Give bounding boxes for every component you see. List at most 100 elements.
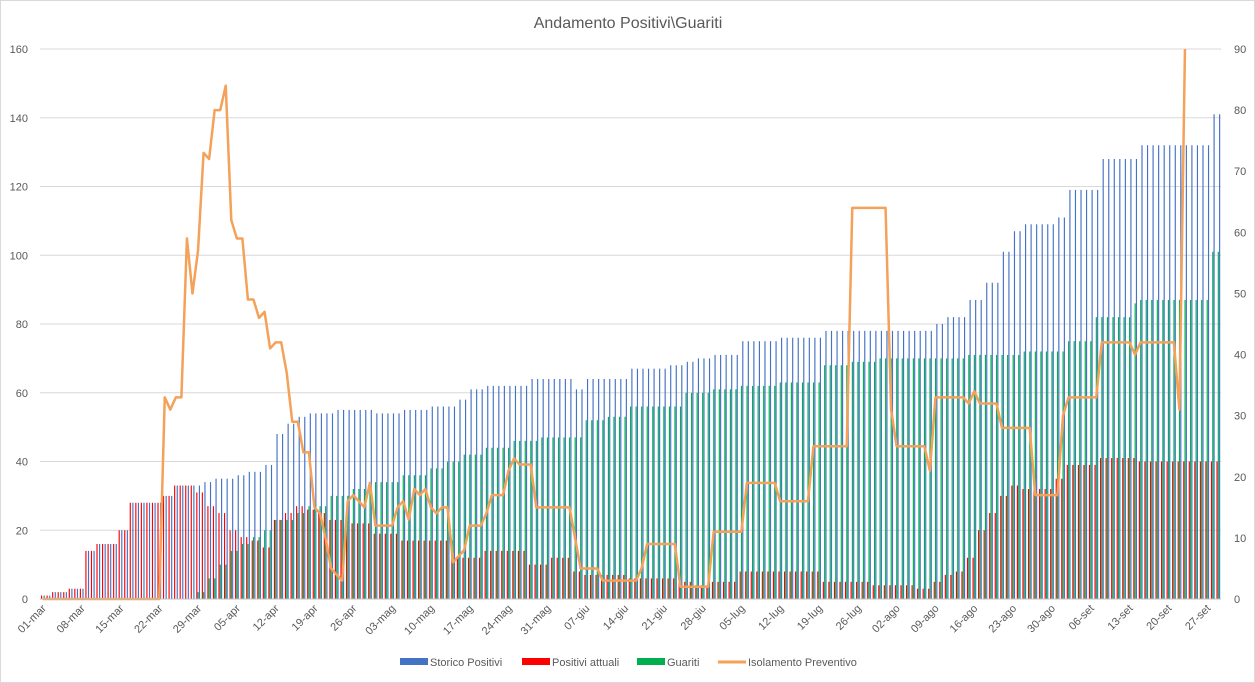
bar-storico: [631, 368, 633, 599]
bar-storico: [204, 482, 206, 600]
bar-positivi: [878, 585, 880, 599]
bar-positivi: [1138, 461, 1140, 599]
bar-positivi: [523, 550, 525, 600]
bar-storico: [420, 409, 422, 599]
bar-positivi: [1161, 461, 1163, 599]
bar-positivi: [373, 533, 375, 599]
bar-storico: [326, 413, 328, 600]
bar-positivi: [700, 585, 702, 599]
bar-positivi: [911, 585, 913, 599]
bar-positivi: [1172, 461, 1174, 599]
legend-label: Storico Positivi: [430, 657, 502, 669]
bar-guariti: [530, 440, 532, 600]
bar-storico: [337, 409, 339, 599]
bar-positivi: [789, 571, 791, 599]
bar-storico: [725, 354, 727, 599]
y-tick-label: 60: [16, 388, 28, 400]
bar-storico: [819, 337, 821, 599]
bar-positivi: [739, 571, 741, 599]
bar-storico: [1102, 159, 1104, 599]
bar-storico: [614, 379, 616, 599]
bar-positivi: [479, 557, 481, 599]
bar-guariti: [585, 420, 587, 599]
bar-storico: [43, 595, 45, 599]
bar-storico: [847, 330, 849, 600]
bar-guariti: [752, 385, 754, 600]
bar-positivi: [218, 513, 220, 599]
bar-storico: [797, 337, 799, 599]
bar-storico: [842, 330, 844, 600]
bar-guariti: [535, 440, 537, 600]
bar-storico: [1158, 145, 1160, 599]
bar-guariti: [818, 382, 820, 599]
bar-positivi: [695, 585, 697, 599]
bar-storico: [115, 544, 117, 599]
bar-storico: [1207, 145, 1210, 599]
bar-storico: [592, 379, 594, 599]
bar-guariti: [801, 382, 804, 599]
bar-positivi: [434, 540, 436, 599]
bar-guariti: [269, 530, 271, 599]
bar-guariti: [718, 389, 720, 599]
bar-guariti: [995, 354, 998, 599]
bar-positivi: [318, 513, 320, 599]
bar-guariti: [369, 489, 371, 599]
y2-tick-label: 50: [1234, 288, 1246, 300]
bar-storico: [681, 365, 683, 599]
y2-tick-label: 20: [1234, 472, 1246, 484]
bar-storico: [559, 379, 561, 599]
bar-guariti: [1095, 317, 1097, 600]
bar-storico: [869, 330, 871, 600]
bar-positivi: [1105, 458, 1107, 599]
bar-storico: [226, 478, 228, 599]
bar-positivi: [279, 519, 281, 599]
legend-swatch: [522, 658, 550, 665]
bar-storico: [980, 299, 982, 599]
bar-positivi: [883, 585, 885, 599]
y-tick-label: 40: [16, 457, 28, 469]
bar-positivi: [246, 537, 248, 600]
bar-positivi: [140, 502, 142, 599]
bar-positivi: [1072, 464, 1074, 599]
bar-guariti: [663, 406, 665, 599]
bar-storico: [376, 413, 378, 600]
bar-positivi: [944, 574, 946, 599]
bar-guariti: [508, 447, 510, 599]
bar-guariti: [557, 437, 560, 599]
bar-guariti: [252, 537, 255, 600]
bar-positivi: [667, 578, 669, 600]
bar-guariti: [851, 361, 853, 599]
bar-positivi: [556, 557, 558, 599]
bar-storico: [492, 385, 494, 600]
bar-guariti: [691, 392, 693, 599]
bar-guariti: [724, 389, 726, 599]
bar-storico: [836, 330, 838, 600]
bar-positivi: [395, 533, 397, 599]
y-tick-label: 0: [22, 594, 28, 606]
bar-positivi: [595, 574, 597, 599]
bar-positivi: [307, 509, 309, 600]
bar-positivi: [617, 574, 619, 599]
y2-tick-label: 0: [1234, 594, 1240, 606]
bar-storico: [1130, 159, 1132, 599]
bar-positivi: [1033, 489, 1035, 599]
bar-positivi: [972, 557, 974, 599]
bar-guariti: [513, 440, 515, 600]
bar-storico: [958, 317, 960, 600]
bar-storico: [1024, 224, 1027, 599]
bar-storico: [919, 330, 921, 600]
bar-guariti: [264, 530, 266, 599]
bar-storico: [426, 409, 428, 599]
bar-storico: [897, 330, 899, 600]
y-tick-label: 20: [16, 525, 28, 537]
bar-guariti: [1162, 299, 1164, 599]
bar-guariti: [729, 389, 731, 599]
bar-storico: [1013, 231, 1016, 599]
bar-positivi: [484, 550, 486, 600]
bar-storico: [99, 544, 101, 599]
bar-guariti: [696, 392, 698, 599]
bar-guariti: [740, 385, 743, 600]
y-tick-label: 140: [10, 113, 28, 125]
bar-positivi: [418, 540, 420, 599]
bar-guariti: [668, 406, 670, 599]
